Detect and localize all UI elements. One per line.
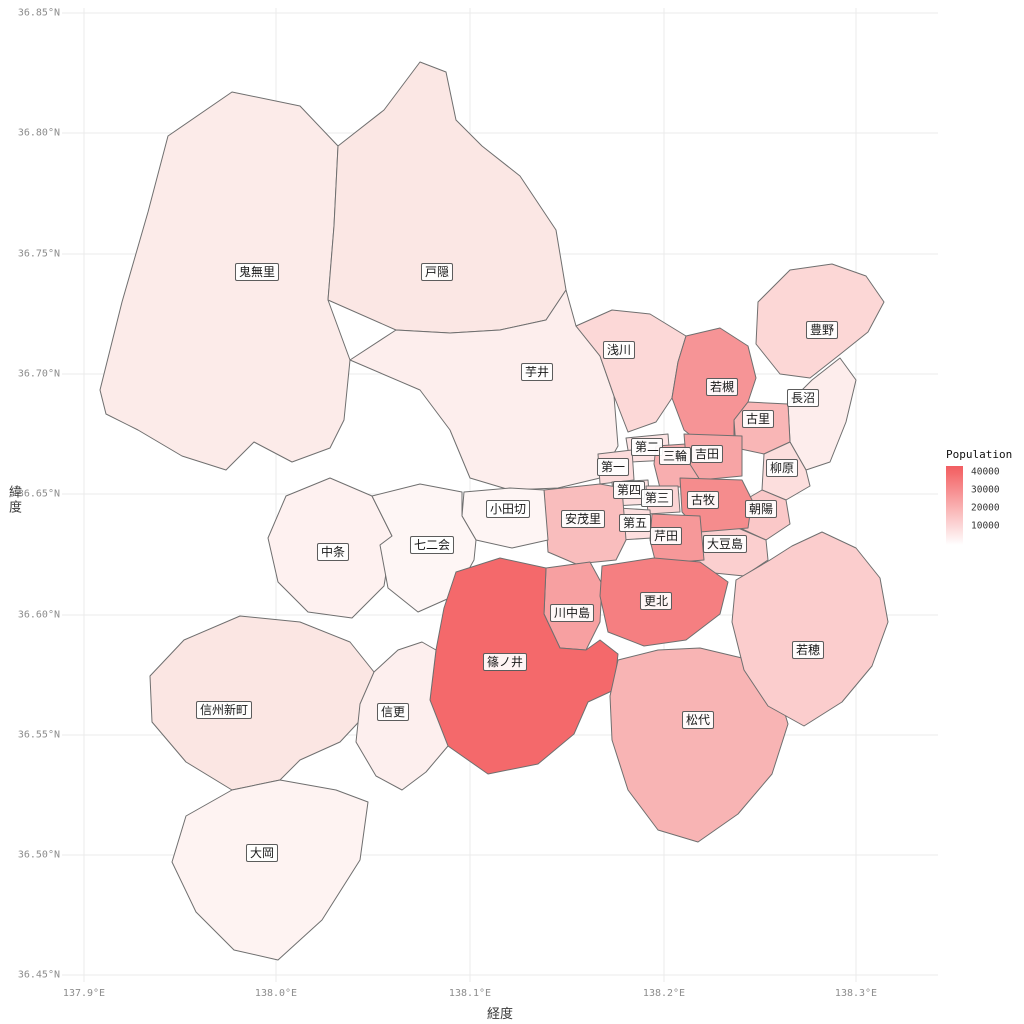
district-label-15: 第一 [596, 458, 630, 476]
district-polygon-28 [609, 647, 789, 843]
district-label-13: 三輪 [658, 447, 692, 465]
district-label-5: 若槻 [705, 378, 739, 396]
district-label-14: 吉田 [690, 445, 724, 463]
x-axis-tick-label: 138.1°E [448, 988, 492, 999]
district-polygon-30 [149, 615, 375, 791]
legend-tick-label: 20000 [971, 502, 1000, 514]
y-axis-tick-label: 36.70°N [17, 368, 60, 380]
x-axis-tick-label: 138.2°E [642, 988, 686, 999]
legend-tick-label: 10000 [971, 520, 1000, 532]
y-axis-tick-label: 36.55°N [17, 729, 60, 741]
district-label-18: 古牧 [686, 491, 720, 509]
district-label-24: 七二会 [409, 536, 455, 554]
y-axis-tick-label: 36.80°N [17, 127, 60, 139]
y-axis-tick-label: 36.50°N [17, 849, 60, 861]
district-label-31: 信更 [376, 703, 410, 721]
district-polygon-2 [327, 61, 567, 334]
legend-gradient-bar [946, 466, 963, 546]
district-label-16: 第四 [612, 481, 646, 499]
district-label-7: 長沼 [786, 389, 820, 407]
district-label-2: 戸隠 [420, 263, 454, 281]
district-label-22: 小田切 [485, 500, 531, 518]
district-label-19: 第五 [618, 514, 652, 532]
y-axis-tick-label: 36.45°N [17, 969, 60, 981]
district-label-6: 豊野 [805, 321, 839, 339]
district-label-28: 松代 [681, 711, 715, 729]
district-label-25: 川中島 [549, 604, 595, 622]
district-label-17: 第三 [640, 489, 674, 507]
district-label-9: 柳原 [765, 459, 799, 477]
y-axis-tick-label: 36.60°N [17, 609, 60, 621]
district-label-21: 安茂里 [560, 510, 606, 528]
district-polygon-29 [731, 531, 889, 727]
x-axis-title: 経度 [486, 1007, 514, 1022]
district-label-20: 芹田 [649, 527, 683, 545]
y-axis-tick-label: 36.65°N [17, 488, 60, 500]
district-polygon-3 [349, 289, 619, 491]
district-label-32: 大岡 [245, 844, 279, 862]
district-label-26: 更北 [639, 592, 673, 610]
district-label-27: 篠ノ井 [482, 653, 528, 671]
district-label-3: 芋井 [520, 363, 554, 381]
legend-tick-label: 30000 [971, 484, 1000, 496]
y-axis-title: 緯度 [6, 485, 21, 515]
legend: Population 40000 30000 20000 10000 [946, 448, 1024, 546]
legend-gradient: 40000 30000 20000 10000 [946, 466, 1024, 546]
y-axis-tick-label: 36.85°N [17, 7, 60, 19]
x-axis-tick-label: 137.9°E [62, 988, 106, 999]
district-polygon-32 [171, 779, 369, 961]
district-label-29: 若穂 [791, 641, 825, 659]
district-label-8: 古里 [741, 410, 775, 428]
district-label-1: 鬼無里 [234, 263, 280, 281]
x-axis-tick-label: 138.0°E [254, 988, 298, 999]
district-label-12: 第二 [630, 438, 664, 456]
district-polygon-1 [99, 91, 351, 471]
district-label-4: 浅川 [602, 341, 636, 359]
legend-title: Population [946, 448, 1013, 461]
district-label-11: 大豆島 [702, 535, 748, 553]
district-label-23: 中条 [316, 543, 350, 561]
x-axis-tick-label: 138.3°E [834, 988, 878, 999]
district-label-10: 朝陽 [744, 500, 778, 518]
legend-tick-label: 40000 [971, 466, 1000, 478]
district-label-30: 信州新町 [195, 701, 253, 719]
y-axis-tick-label: 36.75°N [17, 248, 60, 260]
